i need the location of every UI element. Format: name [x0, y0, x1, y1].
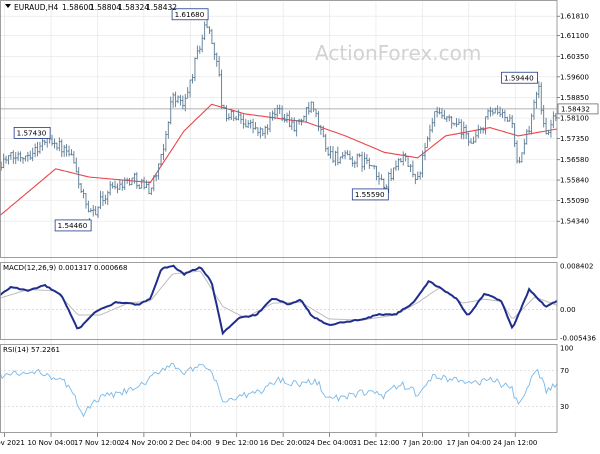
rsi-title: RSI(14) 57.2261 — [3, 346, 60, 354]
price-tick-label: 1.59600 — [560, 73, 589, 81]
price-tick-label: 1.61100 — [560, 32, 589, 40]
macd-signal-line — [0, 270, 558, 321]
macd-layer — [0, 264, 558, 336]
macd-tick-label: 0.00 — [560, 306, 576, 314]
price-tick-label: 1.55090 — [560, 197, 589, 205]
watermark: ActionForex.com — [315, 41, 481, 65]
price-tick-label: 1.55840 — [560, 177, 589, 185]
open-value: 1.58600 — [62, 3, 93, 12]
macd-panel-frame — [0, 262, 558, 340]
price-tick-label: 1.58850 — [560, 94, 589, 102]
x-tick-label: 31 Dec 12:00 — [352, 439, 399, 447]
price-tick-label: 1.56580 — [560, 156, 589, 164]
annotation-box — [13, 127, 51, 139]
collapse-triangle-icon[interactable] — [5, 4, 11, 8]
x-tick-label: 24 Nov 20:00 — [120, 439, 167, 447]
x-tick-label: 2 Nov 2021 — [0, 439, 25, 447]
x-tick-label: 7 Jan 20:00 — [402, 439, 442, 447]
price-tick-label: 1.54340 — [560, 218, 589, 226]
x-tick-label: 24 Dec 04:00 — [306, 439, 353, 447]
candles-layer — [0, 19, 557, 218]
annotation-box — [171, 8, 209, 21]
rsi-layer — [0, 362, 558, 418]
x-tick-label: 2 Dec 04:00 — [169, 439, 212, 447]
x-tick-label: 24 Jan 12:00 — [493, 439, 537, 447]
symbol-label: EURAUD,H4 — [14, 3, 59, 12]
x-tick-label: 16 Dec 20:00 — [260, 439, 307, 447]
rsi-tick-label: 70 — [560, 367, 569, 375]
x-tick-label: 17 Nov 12:00 — [74, 439, 121, 447]
annotation-label: 1.54460 — [58, 221, 88, 230]
annotation-label: 1.55590 — [355, 190, 385, 199]
annotation-box — [54, 219, 92, 232]
price-tick-label: 1.60350 — [560, 53, 589, 61]
annotation-box — [501, 71, 538, 84]
annotation-label: 1.59440 — [504, 73, 534, 82]
close-value: 1.58432 — [146, 3, 177, 12]
price-tick-label: 1.57350 — [560, 135, 589, 143]
x-tick-label: 17 Jan 04:00 — [447, 439, 491, 447]
annotation-box — [351, 188, 389, 201]
annotations-layer: 1.61680 1.57430 1.54460 1.55590 1.59440 — [13, 8, 538, 232]
x-tick-label: 9 Dec 12:00 — [215, 439, 258, 447]
last-price-label: 1.58432 — [561, 105, 590, 113]
macd-tick-label: -0.005436 — [560, 335, 596, 343]
high-value: 1.58804 — [90, 3, 121, 12]
macd-line — [0, 264, 558, 336]
macd-tick-label: 0.008402 — [560, 263, 593, 271]
price-tick-label: 1.58100 — [560, 115, 589, 123]
chart-header: EURAUD,H4 1.58600 1.58804 1.58324 1.5843… — [5, 3, 177, 12]
rsi-tick-label: 100 — [560, 345, 573, 353]
last-price-tag — [557, 103, 599, 115]
low-value: 1.58324 — [118, 3, 149, 12]
annotation-label: 1.57430 — [17, 129, 47, 138]
y-axis-labels: 1.61810 1.61100 1.60350 1.59600 1.58850 1.581… — [557, 13, 599, 411]
grid-layer — [0, 2, 557, 433]
rsi-line — [0, 362, 558, 418]
x-tick-label: 10 Nov 04:00 — [27, 439, 74, 447]
price-tick-label: 1.61810 — [560, 13, 589, 21]
annotation-label: 1.61680 — [175, 10, 205, 19]
price-panel-frame — [0, 0, 558, 258]
panel-frames — [0, 0, 558, 433]
rsi-panel-frame — [0, 344, 558, 433]
macd-title: MACD(12,26,9) 0.001317 0.000668 — [3, 264, 127, 272]
rsi-tick-label: 30 — [560, 403, 569, 411]
